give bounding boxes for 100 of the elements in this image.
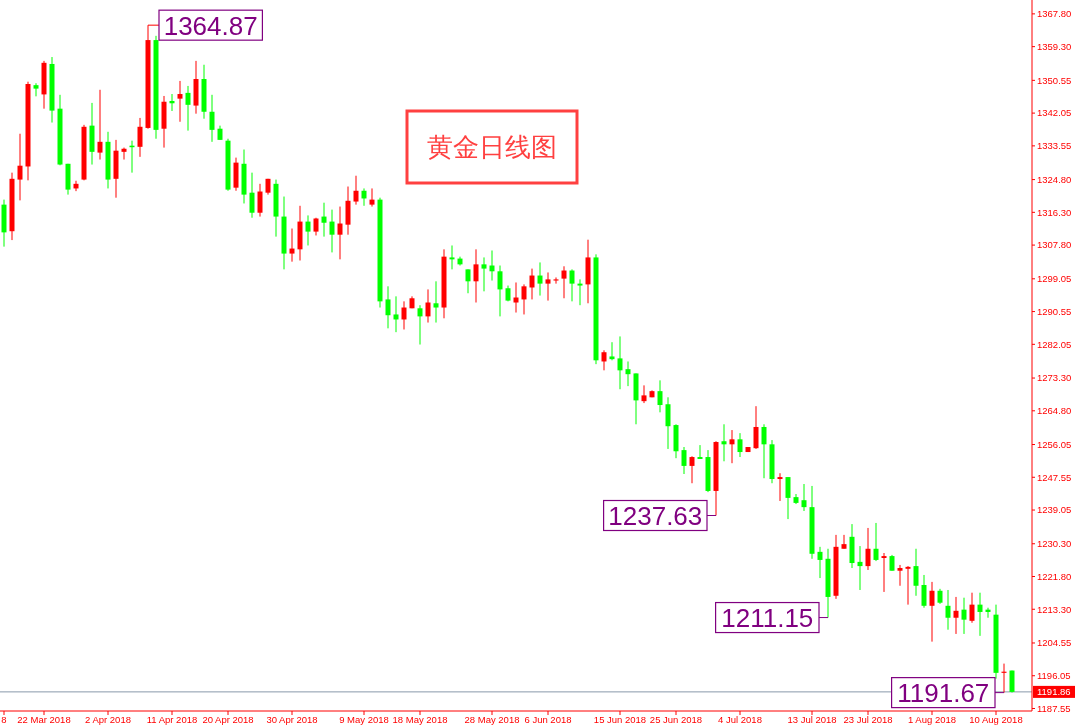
x-tick-label: 4 Jul 2018 <box>718 714 762 725</box>
x-tick-label: 2 Apr 2018 <box>85 714 131 725</box>
x-tick-label: 13 Jul 2018 <box>787 714 837 725</box>
x-tick-label: 30 Apr 2018 <box>266 714 318 725</box>
y-tick-label: 1239.05 <box>1037 504 1072 516</box>
candlestick <box>497 265 503 317</box>
y-tick-label: 1290.55 <box>1037 305 1072 317</box>
candlestick <box>177 80 183 123</box>
y-tick-label: 1213.30 <box>1037 603 1072 615</box>
candlestick <box>345 186 351 236</box>
candlestick <box>785 476 791 520</box>
candlestick <box>401 300 407 330</box>
candlestick <box>873 522 879 562</box>
candlestick <box>369 187 375 208</box>
y-tick-label: 1307.80 <box>1037 239 1072 251</box>
candlestick <box>529 268 535 300</box>
candlestick <box>553 276 559 285</box>
x-tick-label: 20 Apr 2018 <box>202 714 254 725</box>
y-tick-label: 1230.30 <box>1037 538 1072 550</box>
candlestick <box>417 304 423 346</box>
candlestick <box>697 444 703 460</box>
candlestick <box>929 581 935 643</box>
ref-line-label: 1191.86 <box>1037 686 1071 698</box>
y-tick-label: 1196.05 <box>1037 670 1071 682</box>
x-tick-label: 25 Jun 2018 <box>649 714 703 725</box>
candlestick <box>625 360 631 387</box>
candlestick <box>609 341 615 361</box>
candlestick <box>753 405 759 450</box>
candlestick <box>913 548 919 597</box>
candlestick <box>185 85 191 132</box>
text: 黄金日线图 <box>427 132 557 163</box>
x-tick-label: 6 Jun 2018 <box>524 714 572 725</box>
y-tick-label: 1187.55 <box>1037 702 1071 714</box>
candlestick <box>801 483 807 512</box>
candlestick <box>841 534 847 550</box>
candlestick <box>545 271 551 302</box>
y-tick-label: 1204.55 <box>1037 637 1072 649</box>
candlestick <box>361 187 367 207</box>
candlestick <box>857 545 863 591</box>
y-tick-label: 1221.80 <box>1037 570 1072 582</box>
candlestick <box>329 209 335 253</box>
candlestick <box>961 597 967 635</box>
candlestick <box>681 446 687 475</box>
candlestick <box>433 280 439 324</box>
y-tick-label: 1342.05 <box>1037 107 1072 119</box>
x-tick-label: 28 May 2018 <box>464 714 520 725</box>
y-tick-label: 1273.30 <box>1037 372 1072 384</box>
candlestick <box>249 172 255 219</box>
x-tick-label: 9 May 2018 <box>339 714 389 725</box>
candlestick <box>865 527 871 571</box>
candlestick <box>121 147 127 161</box>
candlestick <box>473 248 479 304</box>
candlestick <box>761 423 767 479</box>
candlestick <box>817 546 823 579</box>
annotation: 1211.15 <box>721 602 814 633</box>
candlestick <box>897 564 903 587</box>
candlestick <box>425 288 431 324</box>
candlestick <box>289 228 295 263</box>
candlestick <box>385 285 391 329</box>
y-tick-label: 1247.55 <box>1037 471 1072 483</box>
x-tick-label: 23 Jul 2018 <box>843 714 893 725</box>
candlestick <box>321 202 327 238</box>
y-tick-label: 1316.30 <box>1037 206 1072 218</box>
x-tick-label: 8 <box>1 714 7 725</box>
x-tick-label: 11 Apr 2018 <box>146 714 198 725</box>
candlestick <box>569 268 575 302</box>
candlestick <box>953 596 959 635</box>
candlestick <box>561 265 567 299</box>
candlestick <box>737 432 743 458</box>
candlestick <box>665 396 671 450</box>
y-tick-label: 1359.30 <box>1037 40 1072 52</box>
candlestick <box>577 278 583 306</box>
candlestick <box>641 384 647 404</box>
candlestick <box>657 379 663 413</box>
candlestick <box>33 82 39 97</box>
candlestick <box>465 268 471 294</box>
x-tick-label: 22 Mar 2018 <box>17 714 71 725</box>
x-tick-label: 18 May 2018 <box>392 714 448 725</box>
candlestick <box>617 335 623 390</box>
candlestick <box>449 244 455 270</box>
candlestick <box>721 423 727 462</box>
candlestick <box>305 214 311 246</box>
candlestick <box>481 256 487 292</box>
x-tick-label: 15 Jun 2018 <box>593 714 647 725</box>
candlestick <box>393 295 399 333</box>
y-tick-label: 1256.05 <box>1037 438 1072 450</box>
candlestick <box>17 133 23 201</box>
candlestick <box>977 592 983 637</box>
candlestick <box>945 589 951 631</box>
y-tick-label: 1324.80 <box>1037 173 1072 185</box>
candlestick <box>337 206 343 260</box>
x-tick-label: 1 Aug 2018 <box>907 714 957 725</box>
y-tick-label: 1367.80 <box>1037 8 1072 20</box>
candlestick <box>881 552 887 593</box>
candlestick <box>97 89 103 161</box>
y-tick-label: 1350.55 <box>1037 74 1072 86</box>
candlestick <box>257 183 263 218</box>
y-tick-label: 1333.55 <box>1037 140 1072 152</box>
candlestick <box>209 94 215 143</box>
candlestick <box>137 117 143 158</box>
